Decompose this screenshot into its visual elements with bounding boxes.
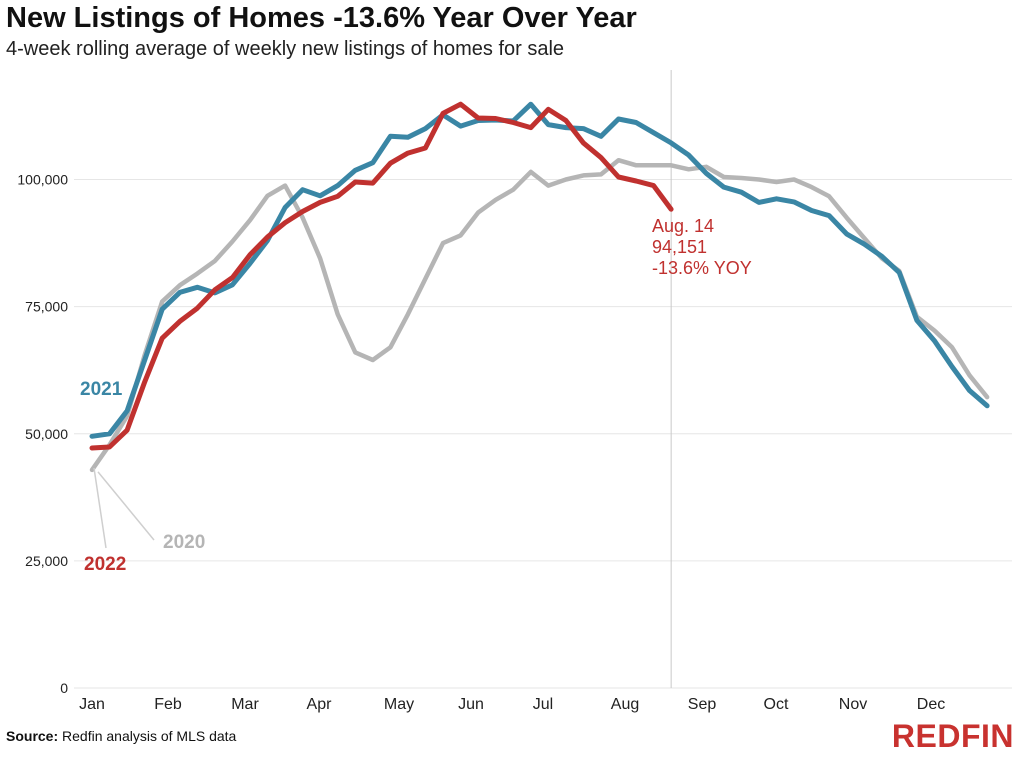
callout-line: Aug. 14 — [652, 216, 714, 236]
series-line-2021 — [89, 101, 990, 439]
y-tick-label: 0 — [60, 680, 68, 696]
x-tick-label: Aug — [611, 696, 639, 713]
source-note: Source: Redfin analysis of MLS data — [6, 728, 236, 744]
x-tick-label: Feb — [154, 696, 182, 713]
x-tick-label: Oct — [764, 696, 789, 713]
y-tick-label: 75,000 — [25, 299, 68, 315]
leader-line-2020 — [97, 471, 155, 541]
x-tick-label: Jun — [458, 696, 484, 713]
series-line-2022 — [89, 101, 674, 451]
y-tick-label: 100,000 — [17, 172, 68, 188]
redfin-logo: REDFIN — [891, 718, 1014, 754]
source-label: Source: — [6, 728, 59, 744]
y-tick-label: 50,000 — [25, 426, 68, 442]
x-tick-label: Nov — [839, 696, 867, 713]
x-tick-label: Jan — [79, 696, 105, 713]
series-line-2020 — [89, 157, 990, 473]
callout-line: 94,151 — [652, 237, 707, 257]
leader-line-2022 — [93, 467, 107, 549]
chart-subtitle: 4-week rolling average of weekly new lis… — [6, 38, 565, 60]
x-tick-label: Mar — [231, 696, 259, 713]
source-text: Redfin analysis of MLS data — [62, 728, 237, 744]
series-label-2021: 2021 — [80, 379, 123, 400]
x-tick-label: Dec — [917, 696, 945, 713]
x-tick-label: Apr — [307, 696, 333, 713]
y-tick-label: 25,000 — [25, 553, 68, 569]
callout-line: -13.6% YOY — [652, 258, 752, 278]
chart-title: New Listings of Homes -13.6% Year Over Y… — [6, 2, 637, 34]
series-label-2022: 2022 — [84, 554, 126, 575]
x-tick-label: May — [384, 696, 414, 713]
x-tick-label: Sep — [688, 696, 717, 713]
series-label-2020: 2020 — [163, 532, 205, 553]
x-tick-label: Jul — [533, 696, 553, 713]
